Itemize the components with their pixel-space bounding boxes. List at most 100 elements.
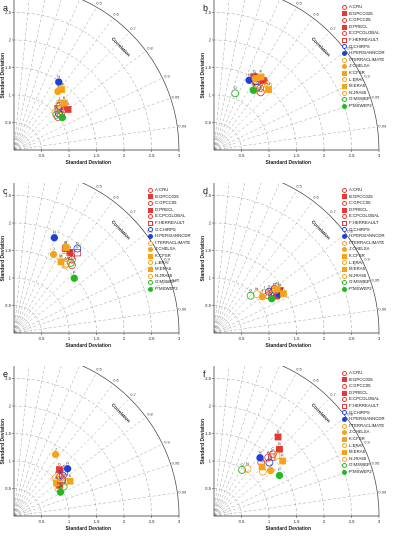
data-point-label: L [64,473,67,478]
correlation-line [13,183,62,334]
legend-label: O:MSWEP [349,279,370,285]
legend-item: J:CHELSA [342,246,385,253]
taylor-diagram-a: 0.10.20.30.40.50.60.70.80.90.950.990.50.… [0,0,187,166]
correlation-line [213,309,378,334]
legend-marker [342,233,347,239]
data-point-label: P [61,109,64,114]
legend-label: N:JRA55 [349,455,367,461]
legend-label: P:MSWEP2 [155,285,178,291]
correlation-line [213,366,262,517]
correlation-tick-label: 0.95 [372,94,381,99]
y-tick-label: 1 [9,459,12,464]
x-axis-title: Standard Deviation [65,160,111,166]
x-tick-label: 2 [323,519,326,524]
correlation-tick-label: 0.95 [172,94,181,99]
legend-label: P:MSWEP2 [349,102,372,108]
x-tick-label: 2 [123,336,126,341]
legend-label: A:CRU [349,187,363,192]
reference-arc [13,505,25,517]
std-arc [213,222,325,334]
y-axis-title: Standard Deviation [0,419,6,465]
data-point-label: I [276,447,277,452]
data-point-M [53,479,60,487]
data-point-label: O [234,85,237,90]
correlation-line [213,183,230,334]
x-axis-title: Standard Deviation [265,160,311,166]
correlation-line [213,200,314,334]
y-tick-label: 1 [209,459,212,464]
data-point-label: I [64,249,65,254]
legend-label: A:CRU [349,370,363,375]
legend-label: D:PRECL [155,206,174,212]
legend-label: C:GPCC05 [349,383,371,389]
data-point-label: J [55,446,57,451]
std-arc [13,12,152,151]
data-point-K [279,290,287,298]
data-point-P [268,295,276,303]
y-tick-label: 2 [9,221,12,226]
y-tick-label: 2.5 [5,10,11,15]
legend-label: G:CHIRPS [349,226,370,232]
y-tick-label: 0.5 [5,486,11,491]
legend-item: E:CPCGLOBAL [342,213,385,220]
x-tick-label: 2 [123,153,126,158]
correlation-tick-label: 0.6 [313,195,319,200]
data-point-label: A [57,109,60,114]
legend-label: L:ERAI [349,76,363,82]
data-point-label: F [76,245,79,250]
x-tick-label: 0.5 [239,336,245,341]
correlation-line [13,464,171,517]
legend-label: O:MSWEP [155,279,176,285]
legend-item: A:CRU [342,370,385,377]
panel-label: f [203,369,206,379]
data-point-K [66,477,74,485]
reference-arc [213,142,222,151]
correlation-tick-label: 0.7 [130,26,136,31]
correlation-line [13,366,62,517]
legend-label: C:GPCC05 [155,200,177,206]
correlation-line [213,416,347,517]
y-tick-label: 1.5 [5,65,11,70]
correlation-line [213,366,280,517]
legend-item: A:CRU [342,4,385,11]
legend-marker [342,469,347,475]
data-point-K [60,99,68,107]
legend-marker [342,443,347,449]
data-point-label: K [63,95,66,100]
data-point-N [62,259,71,268]
data-point-H [55,78,63,86]
data-point-label: F [63,463,66,468]
x-tick-label: 2 [123,519,126,524]
correlation-line [13,366,30,517]
legend-item: O:MSWEP [342,279,385,286]
correlation-line [213,0,262,151]
legend-item: G:CHIRPS [148,227,191,234]
correlation-line [213,383,314,517]
legend-item: A:CRU [342,187,385,194]
data-point-label: L [267,77,270,82]
correlation-line [13,200,114,334]
legend-marker [342,463,347,469]
legend-item: G:CHIRPS [342,227,385,234]
legend-label: F:HERREAULT [349,219,379,225]
reference-arc [213,325,222,334]
legend-item: N:JRA55 [148,273,191,280]
legend-item: I:TERRACLIMATE [342,240,385,247]
correlation-line [13,77,163,151]
data-point-K [62,244,70,251]
std-arc [13,460,70,517]
x-tick-label: 2.5 [149,153,155,158]
correlation-tick-label: 0.9 [164,439,170,444]
legend-label: E:CPCGLOBAL [349,30,380,36]
legend-label: L:ERAI [349,442,363,448]
std-arc [213,488,242,517]
correlation-line [13,183,80,334]
correlation-line [13,0,80,151]
legend-marker [148,253,153,259]
legend-label: C:GPCC05 [349,17,371,23]
legend: A:CRU B:GPCC025 C:GPCC05 D:PRECL E:CPCGLOBAL… [342,370,385,476]
correlation-title: Correlation [311,402,332,423]
y-axis-title: Standard Deviation [0,236,6,282]
correlation-line [213,233,347,334]
